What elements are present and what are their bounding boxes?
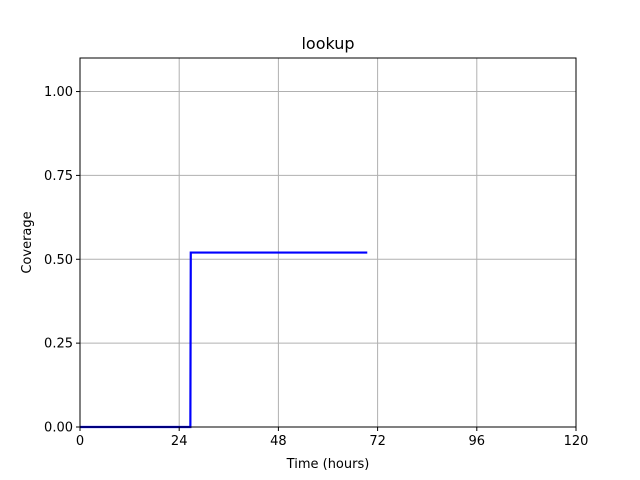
x-tick-label: 120 xyxy=(564,434,589,449)
series-line xyxy=(80,253,367,427)
x-tick-label: 0 xyxy=(76,434,84,449)
x-tick-label: 24 xyxy=(171,434,188,449)
chart-title: lookup xyxy=(301,34,354,53)
ticks: 0 24 48 72 96 120 0.00 0.25 0.50 0.75 1.00 xyxy=(44,85,588,449)
series-layer xyxy=(80,253,367,427)
grid xyxy=(80,58,576,427)
y-tick-label: 1.00 xyxy=(44,85,73,100)
plot-frame xyxy=(80,58,576,427)
y-tick-label: 0.50 xyxy=(44,253,73,268)
y-axis-label: Coverage xyxy=(20,211,35,273)
y-tick-label: 0.00 xyxy=(44,421,73,436)
x-tick-label: 72 xyxy=(369,434,386,449)
y-tick-label: 0.25 xyxy=(44,337,73,352)
x-tick-label: 96 xyxy=(469,434,486,449)
x-tick-label: 48 xyxy=(270,434,287,449)
y-tick-label: 0.75 xyxy=(44,169,73,184)
x-axis-label: Time (hours) xyxy=(286,457,370,472)
